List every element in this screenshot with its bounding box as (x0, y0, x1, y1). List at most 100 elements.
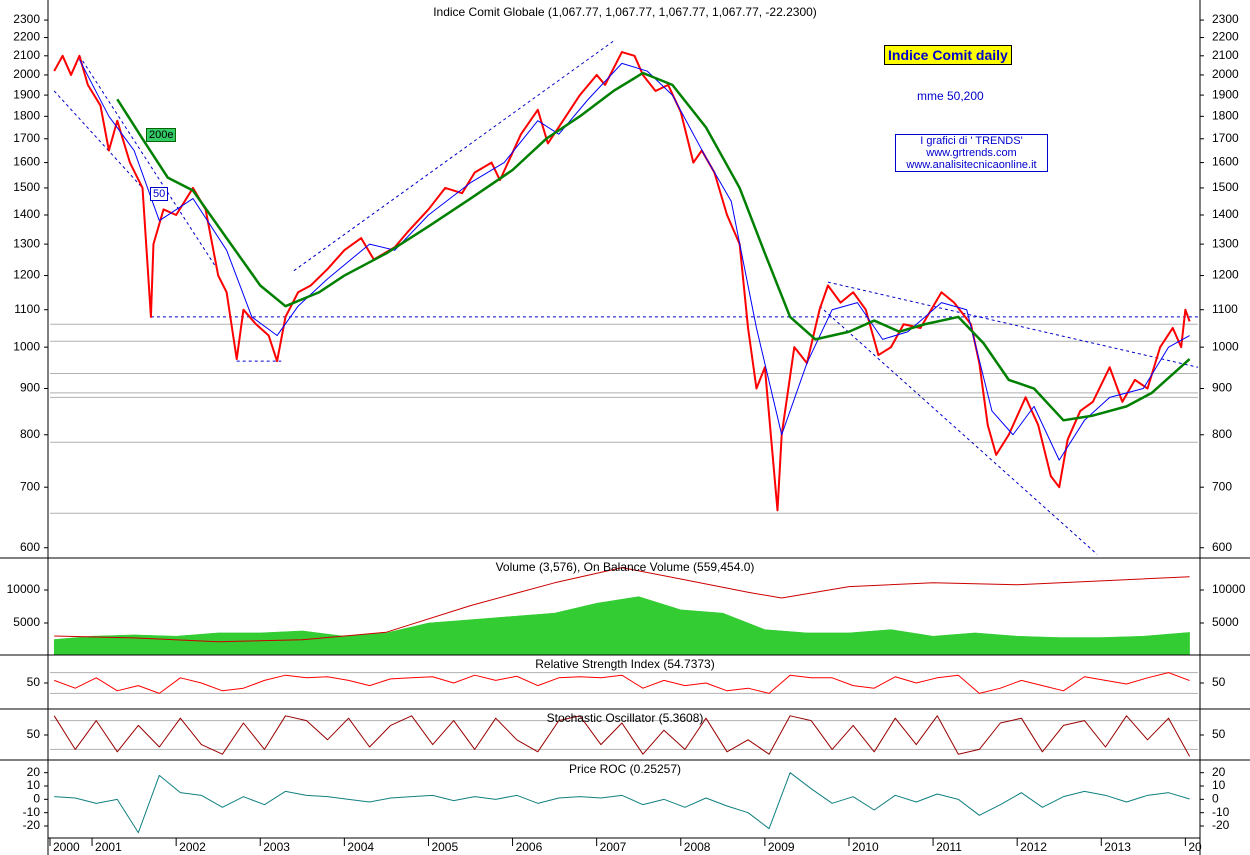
y-tick-label: 1000 (13, 339, 40, 353)
y-tick-label-right: 1800 (1212, 108, 1239, 122)
series-line (54, 567, 1190, 643)
y-tick-label: -20 (23, 818, 41, 832)
y-tick-label: 0 (33, 792, 40, 806)
y-tick-label-right: 900 (1212, 381, 1232, 395)
y-tick-label-right: 10 (1212, 778, 1226, 792)
y-tick-label-right: 1100 (1212, 302, 1238, 316)
y-tick-label: 1100 (14, 302, 40, 316)
panel (50, 715, 1198, 757)
y-tick-label: 700 (20, 479, 40, 493)
trend-line (819, 305, 1098, 555)
y-tick-label: 10000 (7, 582, 41, 596)
mme-label: mme 50,200 (917, 89, 984, 103)
credit-line: I grafici di ' TRENDS' (920, 135, 1023, 147)
y-tick-label: 2200 (13, 30, 40, 44)
y-tick-label: 2000 (13, 67, 40, 81)
y-tick-label: 800 (20, 427, 40, 441)
x-tick-label: 2011 (936, 840, 962, 854)
volume-area (53, 596, 1190, 655)
x-tick-label: 2002 (179, 840, 206, 854)
series-line (54, 672, 1190, 694)
x-tick-label: 2005 (431, 840, 458, 854)
y-tick-label: 1200 (13, 268, 40, 282)
series-line (54, 772, 1190, 834)
y-tick-label: 2100 (13, 48, 40, 62)
title-box: Indice Comit daily (884, 45, 1012, 65)
y-tick-label: 2300 (13, 12, 40, 26)
y-tick-label-right: 1700 (1212, 131, 1239, 145)
panel-title: Volume (3,576), On Balance Volume (559,4… (496, 560, 755, 574)
series-line (53, 715, 1191, 757)
panel-title: Price ROC (0.25257) (569, 762, 681, 776)
y-tick-label-right: 1300 (1212, 236, 1239, 250)
x-tick-label: 2001 (95, 840, 122, 854)
y-tick-label: 1700 (13, 131, 40, 145)
y-tick-label: 50 (27, 675, 41, 689)
y-tick-label: 1300 (13, 236, 40, 250)
x-tick-label: 2007 (600, 840, 627, 854)
y-tick-label: 5000 (13, 615, 40, 629)
trend-line (79, 55, 219, 271)
credit-line: www.grtrends.com (926, 147, 1017, 159)
ma50-tag: 50 (150, 187, 169, 201)
y-tick-label-right: 2100 (1212, 48, 1239, 62)
y-tick-label: 1500 (13, 180, 40, 194)
trend-line (53, 90, 143, 189)
y-tick-label: 1800 (13, 108, 40, 122)
y-tick-label: 20 (27, 765, 41, 779)
y-tick-label-right: 50 (1212, 727, 1226, 741)
panel (50, 672, 1198, 694)
panel-title: Stochastic Oscillator (5.3608) (547, 711, 704, 725)
trend-line (293, 40, 614, 272)
y-tick-label-right: 10000 (1212, 582, 1246, 596)
x-tick-label: 2003 (263, 840, 290, 854)
series-line (53, 51, 1191, 512)
credit-line: www.analisitecnicaonline.it (906, 159, 1037, 171)
panel (50, 40, 1198, 555)
y-tick-label-right: 2200 (1212, 30, 1239, 44)
y-tick-label-right: -10 (1212, 805, 1230, 819)
x-tick-label: 2000 (53, 840, 80, 854)
series-line (116, 71, 1191, 422)
y-tick-label-right: 0 (1212, 792, 1219, 806)
y-tick-label: 1400 (13, 207, 40, 221)
x-tick-label: 2010 (852, 840, 879, 854)
y-tick-label-right: 700 (1212, 479, 1232, 493)
y-tick-label: 600 (20, 540, 40, 554)
y-tick-label-right: 600 (1212, 540, 1232, 554)
y-tick-label-right: 1400 (1212, 207, 1239, 221)
y-tick-label: 1900 (13, 87, 40, 101)
series-line (78, 59, 1190, 461)
y-tick-label: 900 (20, 381, 40, 395)
y-tick-label: 50 (27, 727, 41, 741)
x-tick-label: 2009 (768, 840, 795, 854)
y-tick-label: 10 (27, 778, 41, 792)
panel (53, 567, 1190, 655)
y-tick-label-right: -20 (1212, 818, 1230, 832)
y-tick-label-right: 2000 (1212, 67, 1239, 81)
y-tick-label-right: 20 (1212, 765, 1226, 779)
y-tick-label: 1600 (13, 155, 40, 169)
y-tick-label-right: 1500 (1212, 180, 1239, 194)
x-tick-label: 2012 (1020, 840, 1047, 854)
panel-title: Indice Comit Globale (1,067.77, 1,067.77… (433, 5, 817, 19)
y-tick-label-right: 1000 (1212, 339, 1239, 353)
y-tick-label-right: 2300 (1212, 12, 1239, 26)
y-tick-label-right: 1600 (1212, 155, 1239, 169)
y-tick-label-right: 1200 (1212, 268, 1239, 282)
x-tick-label: 2004 (347, 840, 374, 854)
y-tick-label: -10 (23, 805, 41, 819)
x-tick-label: 2006 (516, 840, 543, 854)
ma200-tag: 200e (146, 128, 177, 142)
panel (54, 772, 1190, 834)
y-tick-label-right: 5000 (1212, 615, 1239, 629)
credits-box: I grafici di ' TRENDS' www.grtrends.com … (895, 134, 1048, 172)
y-tick-label-right: 800 (1212, 427, 1232, 441)
x-tick-label: 2008 (684, 840, 711, 854)
panel-title: Relative Strength Index (54.7373) (535, 657, 714, 671)
x-tick-label: 20 (1188, 840, 1202, 854)
y-tick-label-right: 50 (1212, 675, 1226, 689)
x-tick-label: 2013 (1104, 840, 1131, 854)
